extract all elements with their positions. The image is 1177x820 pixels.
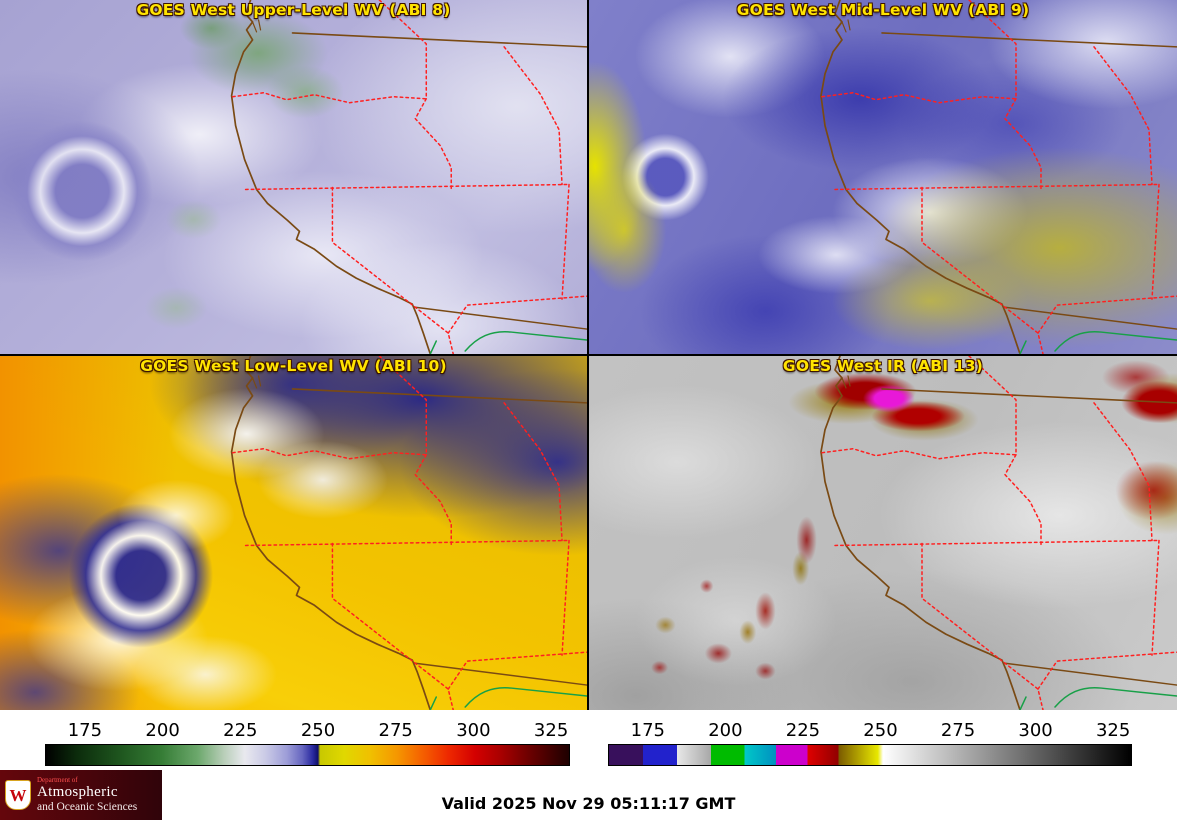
logo-name-line1: Atmospheric — [37, 783, 118, 800]
panel-ir: GOES West IR (ABI 13) — [589, 356, 1177, 710]
panel-title-upper-level-wv: GOES West Upper-Level WV (ABI 8) — [136, 1, 451, 19]
map-borders-overlay — [820, 356, 1177, 710]
panel-upper-level-wv: GOES West Upper-Level WV (ABI 8) — [0, 0, 587, 354]
tick-label: 300 — [456, 720, 491, 741]
logo-text: Department of Atmospheric and Oceanic Sc… — [37, 776, 138, 813]
tick-label: 275 — [378, 720, 413, 741]
map-borders-overlay — [230, 356, 587, 710]
tick-label: 200 — [145, 720, 180, 741]
tick-label: 200 — [708, 720, 743, 741]
ir-colorbar-ticks: 175 200 225 250 275 300 325 — [608, 718, 1132, 744]
ir-colorbar: 175 200 225 250 275 300 325 — [608, 718, 1132, 770]
tick-label: 300 — [1018, 720, 1053, 741]
map-borders-overlay — [820, 0, 1177, 354]
quad-panel-grid: GOES West Upper-Level WV (ABI 8) GOES We… — [0, 0, 1177, 710]
uw-crest-icon: W — [5, 780, 31, 810]
tick-label: 325 — [1095, 720, 1131, 741]
tick-label: 225 — [785, 720, 821, 741]
logo-name-line2: and Oceanic Sciences — [37, 800, 138, 813]
logo-department-prefix: Department of — [37, 776, 78, 785]
panel-low-level-wv: GOES West Low-Level WV (ABI 10) — [0, 356, 587, 710]
wv-colorbar: 175 200 225 250 275 300 325 — [45, 718, 570, 770]
tick-label: 225 — [223, 720, 258, 741]
wv-colorbar-ticks: 175 200 225 250 275 300 325 — [45, 718, 570, 744]
map-borders-overlay — [230, 0, 587, 354]
wv-colorbar-strip — [45, 744, 570, 766]
footer: W Department of Atmospheric and Oceanic … — [0, 770, 1177, 820]
tick-label: 250 — [300, 720, 336, 741]
ir-colorbar-strip — [608, 744, 1132, 766]
valid-time-label: Valid 2025 Nov 29 05:11:17 GMT — [441, 794, 736, 813]
colorbar-row: 175 200 225 250 275 300 325 175 200 225 … — [0, 710, 1177, 770]
crest-letter: W — [9, 785, 27, 805]
panel-title-ir: GOES West IR (ABI 13) — [782, 357, 984, 375]
panel-title-low-level-wv: GOES West Low-Level WV (ABI 10) — [140, 357, 447, 375]
tick-label: 250 — [863, 720, 898, 741]
tick-label: 325 — [533, 720, 569, 741]
uw-aos-logo: W Department of Atmospheric and Oceanic … — [0, 770, 162, 820]
panel-title-mid-level-wv: GOES West Mid-Level WV (ABI 9) — [736, 1, 1030, 19]
tick-label: 275 — [940, 720, 976, 741]
tick-label: 175 — [630, 720, 665, 741]
panel-mid-level-wv: GOES West Mid-Level WV (ABI 9) — [589, 0, 1177, 354]
tick-label: 175 — [67, 720, 103, 741]
